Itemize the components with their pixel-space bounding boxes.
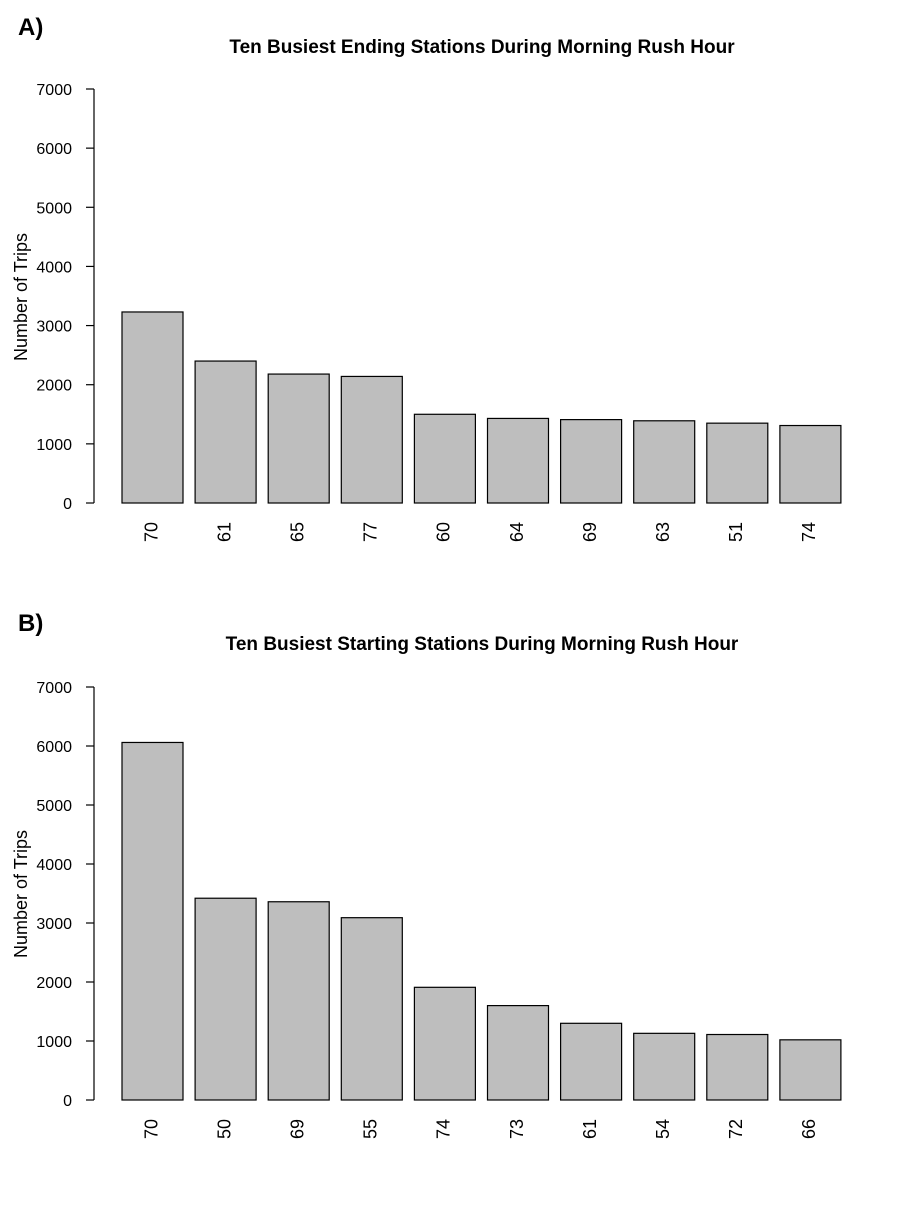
bar-73 xyxy=(486,1004,550,1101)
bar-63 xyxy=(633,420,696,504)
bar-55 xyxy=(340,917,403,1101)
bar-72 xyxy=(706,1033,769,1101)
bar-61 xyxy=(559,1022,623,1101)
bar-60 xyxy=(413,413,476,504)
x-category-label: 55 xyxy=(361,1119,381,1139)
chart-title: Ten Busiest Starting Stations During Mor… xyxy=(226,634,739,655)
bar-65 xyxy=(267,373,330,504)
chart-title: Ten Busiest Ending Stations During Morni… xyxy=(229,37,735,58)
x-category-labels: 70 50 69 55 74 73 61 54 72 66 xyxy=(141,1119,819,1139)
y-tick-label: 3000 xyxy=(36,319,72,336)
x-category-label: 70 xyxy=(141,1119,161,1139)
x-category-label: 72 xyxy=(726,1119,746,1139)
bar-66 xyxy=(779,1039,842,1101)
y-tick-label: 1000 xyxy=(36,437,72,454)
bar-51 xyxy=(706,422,769,504)
bar-77 xyxy=(340,375,403,504)
y-tick-label: 2000 xyxy=(36,378,72,395)
bar-69 xyxy=(559,419,623,504)
x-category-label: 74 xyxy=(434,1119,454,1139)
x-category-label: 77 xyxy=(361,522,381,542)
bar-74 xyxy=(779,424,842,504)
bar-50 xyxy=(194,897,257,1101)
x-category-label: 64 xyxy=(507,522,527,542)
y-tick-label: 1000 xyxy=(36,1034,72,1051)
y-tick-label: 4000 xyxy=(36,857,72,874)
y-tick-label: 6000 xyxy=(36,141,72,158)
y-tick-label: 7000 xyxy=(36,82,72,99)
x-category-label: 51 xyxy=(726,522,746,542)
y-tick-label: 4000 xyxy=(36,259,72,276)
y-axis: 0 1000 2000 3000 4000 5000 6000 7000 xyxy=(36,680,95,1110)
y-tick-label: 0 xyxy=(63,1093,72,1110)
x-category-label: 63 xyxy=(653,522,673,542)
panel-label: B) xyxy=(18,610,43,637)
y-tick-label: 2000 xyxy=(36,975,72,992)
x-category-label: 74 xyxy=(799,522,819,542)
bars xyxy=(121,741,842,1101)
x-category-label: 69 xyxy=(287,1119,307,1139)
x-category-label: 50 xyxy=(214,1119,234,1139)
x-category-label: 61 xyxy=(580,1119,600,1139)
y-tick-label: 5000 xyxy=(36,200,72,217)
x-category-label: 69 xyxy=(580,522,600,542)
x-category-labels: 70 61 65 77 60 64 69 63 51 74 xyxy=(141,522,819,542)
y-axis: 0 1000 2000 3000 4000 5000 6000 7000 xyxy=(36,82,95,513)
bar-74 xyxy=(413,986,476,1101)
y-tick-label: 3000 xyxy=(36,916,72,933)
x-category-label: 54 xyxy=(653,1119,673,1139)
panel-b: B) Ten Busiest Starting Stations During … xyxy=(11,610,842,1139)
x-category-label: 60 xyxy=(434,522,454,542)
bars xyxy=(121,311,842,504)
y-axis-label: Number of Trips xyxy=(11,830,31,958)
y-tick-label: 7000 xyxy=(36,680,72,697)
x-category-label: 73 xyxy=(507,1119,527,1139)
y-tick-label: 5000 xyxy=(36,798,72,815)
y-tick-label: 0 xyxy=(63,496,72,513)
bar-69 xyxy=(267,901,330,1101)
x-category-label: 65 xyxy=(287,522,307,542)
x-category-label: 61 xyxy=(214,522,234,542)
bar-54 xyxy=(633,1032,696,1101)
y-axis-label: Number of Trips xyxy=(11,233,31,361)
panel-a: A) Ten Busiest Ending Stations During Mo… xyxy=(11,14,842,542)
bar-70 xyxy=(121,311,184,504)
x-category-label: 66 xyxy=(799,1119,819,1139)
panel-label: A) xyxy=(18,14,43,41)
bar-61 xyxy=(194,360,257,504)
x-category-label: 70 xyxy=(141,522,161,542)
y-tick-label: 6000 xyxy=(36,739,72,756)
bar-70 xyxy=(121,741,184,1101)
bar-64 xyxy=(486,417,550,504)
